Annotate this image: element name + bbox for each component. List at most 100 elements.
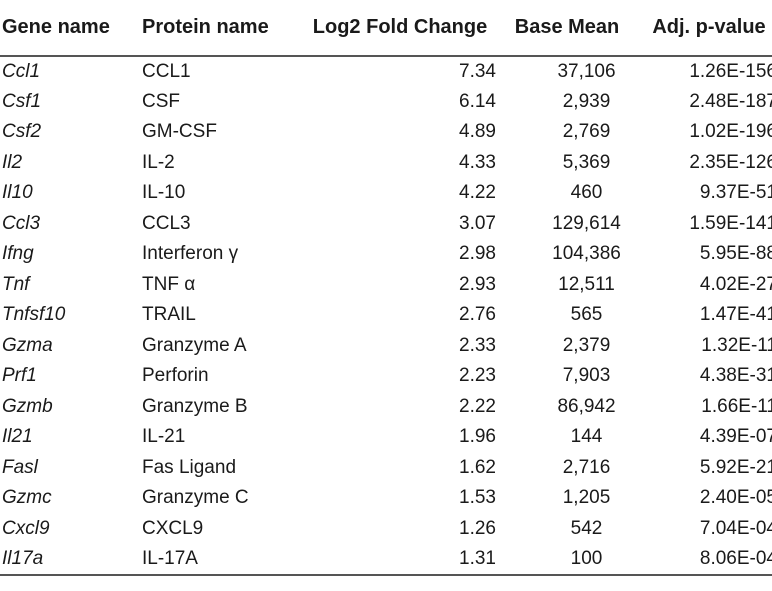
base-mean-cell: 2,379 bbox=[562, 334, 611, 356]
protein-name-cell: CXCL9 bbox=[142, 517, 204, 539]
table-row: Ccl3 CCL3 3.07 129,614 1.59E-141 bbox=[0, 209, 772, 240]
gene-name-cell: Ifng bbox=[2, 243, 34, 265]
log2-fold-change-cell: 1.31 bbox=[459, 547, 496, 569]
header-base-mean: Base Mean bbox=[514, 16, 620, 38]
protein-name-cell: TNF α bbox=[142, 273, 196, 295]
base-mean-cell: 565 bbox=[570, 304, 603, 326]
adj-p-value-cell: 2.48E-187 bbox=[689, 90, 772, 112]
gene-name-cell: Ccl3 bbox=[2, 212, 41, 234]
adj-p-value-cell: 2.35E-126 bbox=[689, 151, 772, 173]
protein-name-cell: IL-21 bbox=[142, 426, 186, 448]
protein-name-cell: Granzyme B bbox=[142, 395, 248, 417]
base-mean-cell: 86,942 bbox=[557, 395, 616, 417]
protein-name-cell: IL-10 bbox=[142, 182, 186, 204]
protein-name-cell: TRAIL bbox=[142, 304, 196, 326]
gene-name-cell: Tnf bbox=[2, 273, 30, 295]
base-mean-cell: 129,614 bbox=[552, 212, 621, 234]
gene-name-cell: Prf1 bbox=[2, 365, 37, 387]
adj-p-value-cell: 9.37E-51 bbox=[699, 182, 772, 204]
base-mean-cell: 5,369 bbox=[562, 151, 611, 173]
log2-fold-change-cell: 2.33 bbox=[459, 334, 496, 356]
base-mean-cell: 2,716 bbox=[562, 456, 611, 478]
adj-p-value-cell: 1.26E-156 bbox=[689, 60, 772, 82]
adj-p-value-cell: 1.02E-196 bbox=[689, 121, 772, 143]
gene-name-cell: Il2 bbox=[2, 151, 23, 173]
log2-fold-change-cell: 2.93 bbox=[459, 273, 496, 295]
adj-p-value-cell: 5.95E-88 bbox=[699, 243, 772, 265]
header-protein-name: Protein name bbox=[142, 16, 269, 38]
gene-expression-table: Gene name Protein name Log2 Fold Change … bbox=[0, 0, 772, 576]
table-header: Gene name Protein name Log2 Fold Change … bbox=[0, 0, 772, 56]
header-log2-fold-change: Log2 Fold Change bbox=[312, 16, 488, 38]
table-row: Fasl Fas Ligand 1.62 2,716 5.92E-21 bbox=[0, 453, 772, 484]
protein-name-cell: Interferon γ bbox=[142, 243, 239, 265]
adj-p-value-cell: 8.06E-04 bbox=[699, 547, 772, 569]
table-row: Ifng Interferon γ 2.98 104,386 5.95E-88 bbox=[0, 239, 772, 270]
gene-name-cell: Fasl bbox=[2, 456, 38, 478]
adj-p-value-cell: 4.02E-27 bbox=[699, 273, 772, 295]
table-row: Il2 IL-2 4.33 5,369 2.35E-126 bbox=[0, 148, 772, 179]
gene-name-cell: Gzmb bbox=[2, 395, 53, 417]
base-mean-cell: 542 bbox=[570, 517, 603, 539]
adj-p-value-cell: 4.38E-31 bbox=[699, 365, 772, 387]
base-mean-cell: 100 bbox=[570, 547, 603, 569]
protein-name-cell: CCL1 bbox=[142, 60, 191, 82]
log2-fold-change-cell: 4.89 bbox=[459, 121, 496, 143]
gene-name-cell: Gzma bbox=[2, 334, 53, 356]
table-row: Il21 IL-21 1.96 144 4.39E-07 bbox=[0, 422, 772, 453]
base-mean-cell: 12,511 bbox=[558, 273, 615, 295]
adj-p-value-cell: 1.59E-141 bbox=[689, 212, 772, 234]
protein-name-cell: GM-CSF bbox=[142, 121, 217, 143]
gene-name-cell: Gzmc bbox=[2, 487, 52, 509]
table-row: Csf1 CSF 6.14 2,939 2.48E-187 bbox=[0, 87, 772, 118]
base-mean-cell: 144 bbox=[570, 426, 603, 448]
header-row: Gene name Protein name Log2 Fold Change … bbox=[0, 0, 772, 56]
log2-fold-change-cell: 4.22 bbox=[459, 182, 496, 204]
log2-fold-change-cell: 7.34 bbox=[459, 60, 496, 82]
protein-name-cell: Granzyme A bbox=[142, 334, 247, 356]
base-mean-cell: 460 bbox=[570, 182, 603, 204]
log2-fold-change-cell: 2.22 bbox=[459, 395, 496, 417]
base-mean-cell: 7,903 bbox=[562, 365, 611, 387]
table-row: Cxcl9 CXCL9 1.26 542 7.04E-04 bbox=[0, 514, 772, 545]
gene-name-cell: Csf1 bbox=[2, 90, 42, 112]
log2-fold-change-cell: 1.62 bbox=[459, 456, 496, 478]
log2-fold-change-cell: 2.23 bbox=[459, 365, 496, 387]
adj-p-value-cell: 1.47E-41 bbox=[699, 304, 772, 326]
table-row: Ccl1 CCL1 7.34 37,106 1.26E-156 bbox=[0, 56, 772, 87]
adj-p-value-cell: 4.39E-07 bbox=[699, 426, 772, 448]
adj-p-value-cell: 1.32E-11 bbox=[701, 334, 772, 356]
table-row: Il10 IL-10 4.22 460 9.37E-51 bbox=[0, 178, 772, 209]
table-row: Prf1 Perforin 2.23 7,903 4.38E-31 bbox=[0, 361, 772, 392]
table-row: Csf2 GM-CSF 4.89 2,769 1.02E-196 bbox=[0, 117, 772, 148]
table-row: Il17a IL-17A 1.31 100 8.06E-04 bbox=[0, 544, 772, 575]
header-gene-name: Gene name bbox=[2, 16, 110, 38]
gene-name-cell: Il10 bbox=[2, 182, 33, 204]
table-row: Tnf TNF α 2.93 12,511 4.02E-27 bbox=[0, 270, 772, 301]
gene-name-cell: Ccl1 bbox=[2, 60, 41, 82]
log2-fold-change-cell: 6.14 bbox=[459, 90, 496, 112]
base-mean-cell: 37,106 bbox=[557, 60, 616, 82]
protein-name-cell: IL-17A bbox=[142, 547, 198, 569]
protein-name-cell: Perforin bbox=[142, 365, 209, 387]
protein-name-cell: IL-2 bbox=[142, 151, 175, 173]
gene-name-cell: Il17a bbox=[2, 547, 44, 569]
table-row: Tnfsf10 TRAIL 2.76 565 1.47E-41 bbox=[0, 300, 772, 331]
base-mean-cell: 2,939 bbox=[562, 90, 611, 112]
log2-fold-change-cell: 1.96 bbox=[459, 426, 496, 448]
log2-fold-change-cell: 2.76 bbox=[459, 304, 496, 326]
gene-name-cell: Cxcl9 bbox=[2, 517, 50, 539]
log2-fold-change-cell: 2.98 bbox=[459, 243, 496, 265]
table-body: Ccl1 CCL1 7.34 37,106 1.26E-156 Csf1 CSF 6.14 2,… bbox=[0, 56, 772, 575]
log2-fold-change-cell: 1.26 bbox=[459, 517, 496, 539]
protein-name-cell: CCL3 bbox=[142, 212, 191, 234]
adj-p-value-cell: 7.04E-04 bbox=[699, 517, 772, 539]
table-row: Gzma Granzyme A 2.33 2,379 1.32E-11 bbox=[0, 331, 772, 362]
adj-p-value-cell: 5.92E-21 bbox=[699, 456, 772, 478]
base-mean-cell: 1,205 bbox=[562, 487, 611, 509]
base-mean-cell: 2,769 bbox=[562, 121, 611, 143]
base-mean-cell: 104,386 bbox=[552, 243, 621, 265]
log2-fold-change-cell: 4.33 bbox=[459, 151, 496, 173]
log2-fold-change-cell: 3.07 bbox=[459, 212, 496, 234]
protein-name-cell: Fas Ligand bbox=[142, 456, 237, 478]
